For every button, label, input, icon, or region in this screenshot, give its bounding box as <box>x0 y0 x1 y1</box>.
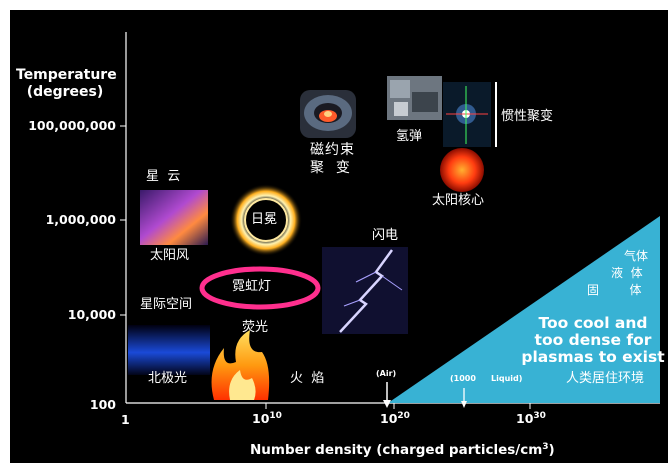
liquid-word-label: Liquid) <box>491 374 523 383</box>
x-tick-label: 1030 <box>516 411 546 426</box>
aurora-image <box>128 325 210 375</box>
y-tick-label: 100,000,000 <box>28 118 116 133</box>
too-cool-text-1: Too cool and <box>538 314 648 332</box>
magnetic-label-line2: 聚 变 <box>310 160 351 176</box>
inertial-fusion-image <box>443 82 497 147</box>
solar-core-label: 太阳核心 <box>432 193 485 208</box>
too-cool-text-3: plasmas to exist <box>521 348 665 366</box>
x-axis-title: Number density (charged particles/cm3) <box>250 442 555 458</box>
inertial-fusion-label: 惯性聚变 <box>501 109 554 124</box>
solid-label: 固 体 <box>587 283 642 297</box>
solar-wind-label: 太阳风 <box>150 248 190 263</box>
flame-image <box>211 330 270 400</box>
y-tick-label: 10,000 <box>67 307 116 322</box>
nebula-label: 星 云 <box>146 169 181 184</box>
liquid-arrow-head <box>461 401 467 408</box>
lightning-image <box>322 247 408 334</box>
human-environment-label: 人类居住环境 <box>566 371 645 386</box>
hydrogen-bomb-label: 氢弹 <box>396 129 423 144</box>
solar-core-image <box>440 148 484 192</box>
y-axis-title-line1: Temperature <box>16 67 117 83</box>
y-tick-label: 100 <box>89 397 116 412</box>
plot-area <box>120 32 660 409</box>
neon-ring <box>199 266 321 310</box>
air-label: (Air) <box>376 369 397 378</box>
gas-label: 气体 <box>624 249 649 263</box>
y-tick-label: 1,000,000 <box>45 212 116 227</box>
liquid-1000-label: (1000 <box>450 374 476 383</box>
too-cool-region <box>388 216 660 403</box>
flame-label: 火 焰 <box>290 371 325 386</box>
x-tick-label: 1 <box>121 412 130 427</box>
x-tick-label: 1020 <box>380 411 410 426</box>
neon-label: 霓虹灯 <box>232 279 272 294</box>
fluorescent-label: 荧光 <box>242 320 269 335</box>
liquid-label: 液 体 <box>611 266 643 280</box>
too-cool-text-2: too dense for <box>534 331 652 349</box>
y-axis-title-line2: (degrees) <box>26 84 104 100</box>
lightning-label: 闪电 <box>372 228 399 243</box>
hydrogen-bomb-image <box>387 76 442 120</box>
tokamak-image <box>300 90 356 138</box>
aurora-label: 北极光 <box>148 371 188 386</box>
plasma-diagram: Temperature (degrees) 100,000,000 1,000,… <box>10 10 668 463</box>
air-arrow-head <box>383 400 391 408</box>
magnetic-label-line1: 磁约束 <box>310 142 355 158</box>
interstellar-label: 星际空间 <box>140 297 193 312</box>
nebula-image <box>140 190 208 245</box>
corona-label: 日冕 <box>251 212 278 227</box>
x-tick-label: 1010 <box>252 411 282 426</box>
